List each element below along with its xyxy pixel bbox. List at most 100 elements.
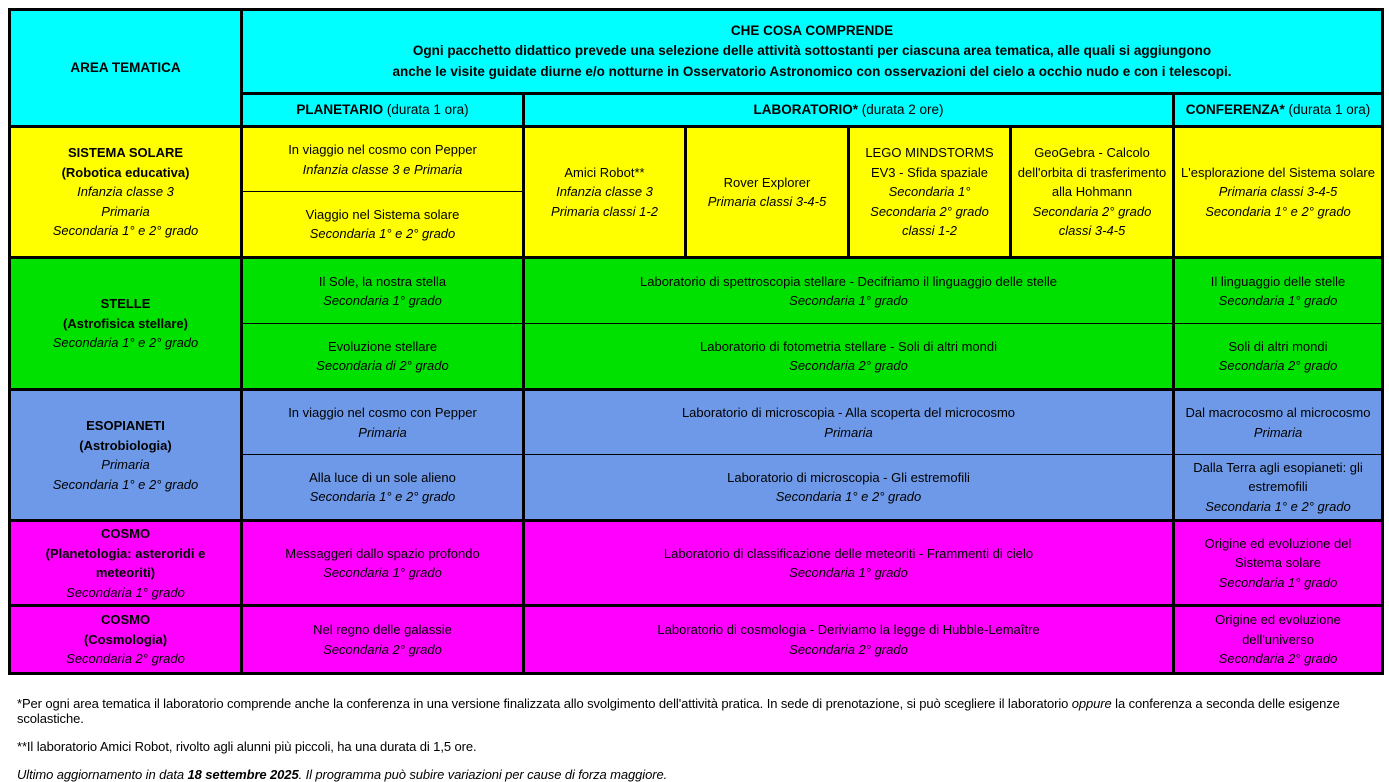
activity-level: Secondaria 2° grado [870,203,989,219]
activity-title: Dal macrocosmo al microcosmo [1185,405,1371,420]
activity-level: Infanzia classe 3 [556,184,653,200]
footnote-1-oppure: oppure [1071,696,1112,711]
area-level: Secondaria 2° grado [66,651,185,667]
activity-level: Secondaria 1° grado [789,293,908,308]
conferenza-activity-origine-sistema-solare: Origine ed evoluzione del Sistema solare… [1172,520,1384,607]
activity-level: Secondaria 2° grado [1218,358,1338,373]
planetario-activity-viaggio-sistema-solare: Viaggio nel Sistema solare Secondaria 1°… [241,191,525,259]
footnote-1-end: la conferenza a seconda delle esigenze s… [17,696,1340,726]
activities-table: AREA TEMATICA CHE COSA COMPRENDE Ogni pa… [8,8,1385,675]
row-esopianeti-b: Alla luce di un sole alieno Secondaria 1… [10,454,1384,522]
laboratorio-activity-microscopia-microcosmo: Laboratorio di microscopia - Alla scoper… [523,389,1175,455]
activity-level: Secondaria 1° grado [323,565,442,580]
header-row-1: AREA TEMATICA CHE COSA COMPRENDE Ogni pa… [9,9,1384,128]
footnote-3-text: Ultimo aggiornamento in data [17,767,188,782]
laboratorio-activity-spettroscopia: Laboratorio di spettroscopia stellare - … [523,257,1175,324]
area-title: ESOPIANETI [86,418,165,433]
activity-title: Nel regno delle galassie [313,622,452,637]
area-cell-cosmo-cosmologia: COSMO (Cosmologia) Secondaria 2° grado [9,605,243,674]
laboratorio-activity-classificazione-meteoriti: Laboratorio di classificazione delle met… [523,520,1175,607]
laboratorio-activity-microscopia-estremofili: Laboratorio di microscopia - Gli estremo… [523,454,1175,522]
laboratorio-duration: (durata 2 ore) [857,101,944,117]
header-row-2: PLANETARIO (durata 1 ora) LABORATORIO* (… [10,93,1384,128]
area-level: Secondaria 1° grado [66,584,185,600]
footnote-1-text: *Per ogni area tematica il laboratorio c… [17,696,1072,711]
conferenza-activity-origine-universo: Origine ed evoluzione dell'universo Seco… [1172,605,1384,674]
area-level: Secondaria 1° e 2° grado [52,223,199,239]
area-subtitle: (Cosmologia) [83,631,168,647]
area-level: Secondaria 1° e 2° grado [52,335,199,351]
activity-level: Secondaria 2° grado [323,641,442,657]
conferenza-duration: (durata 1 ora) [1284,101,1371,117]
area-level: Secondaria 1° e 2° grado [52,476,199,492]
activity-title: Soli di altri mondi [1228,338,1328,354]
activity-title: Laboratorio di classificazione delle met… [663,545,1034,561]
activity-level: Primaria [824,424,873,440]
activity-level: Primaria [1253,424,1303,440]
activity-title: LEGO MINDSTORMS EV3 - Sfida spaziale [865,145,994,180]
activity-level: Secondaria 1° grado [789,565,908,580]
laboratorio-activity-fotometria: Laboratorio di fotometria stellare - Sol… [523,323,1175,391]
activity-title: In viaggio nel cosmo con Pepper [288,405,477,420]
conferenza-activity-macrocosmo-microcosmo: Dal macrocosmo al microcosmo Primaria [1172,389,1384,455]
activity-level: Primaria classi 3-4-5 [1218,184,1338,200]
row-sistema-solare-b: Viaggio nel Sistema solare Secondaria 1°… [10,191,1383,259]
che-cosa-title: CHE COSA COMPRENDE [730,23,894,39]
footnote-aggiornamento: Ultimo aggiornamento in data 18 settembr… [17,767,1373,782]
laboratorio-activity-lego-mindstorms: LEGO MINDSTORMS EV3 - Sfida spaziale Sec… [848,126,1012,259]
area-level: Primaria [101,457,150,472]
activity-title: Messaggeri dallo spazio profondo [285,545,480,561]
planetario-activity-sole-nostra-stella: Il Sole, la nostra stella Secondaria 1° … [241,257,525,324]
planetario-activity-regno-galassie: Nel regno delle galassie Secondaria 2° g… [241,605,525,674]
activity-level: Secondaria 1° e 2° grado [1205,498,1351,514]
planetario-activity-pepper-primaria: In viaggio nel cosmo con Pepper Primaria [241,389,525,455]
activity-title: Il Sole, la nostra stella [318,273,447,289]
row-sistema-solare-a: SISTEMA SOLARE (Robotica educativa) Infa… [9,126,1384,259]
planetario-activity-pepper-infanzia: In viaggio nel cosmo con Pepper Infanzia… [241,126,525,192]
area-subtitle: (Robotica educativa) [61,164,190,180]
laboratorio-activity-amici-robot: Amici Robot** Infanzia classe 3 Primaria… [523,126,687,259]
area-tematica-label: AREA TEMATICA [70,59,181,75]
conferenza-label: CONFERENZA* [1185,101,1285,117]
area-title: COSMO [100,612,151,628]
activity-level: Primaria [358,424,407,440]
area-cell-esopianeti: ESOPIANETI (Astrobiologia) Primaria Seco… [9,389,243,522]
area-cell-sistema-solare: SISTEMA SOLARE (Robotica educativa) Infa… [9,126,243,259]
che-cosa-comprende-header: CHE COSA COMPRENDE Ogni pacchetto didatt… [240,9,1384,95]
activity-level: Primaria classi 1-2 [551,203,658,219]
laboratorio-column-header: LABORATORIO* (durata 2 ore) [523,93,1175,128]
activity-title: Origine ed evoluzione dell'universo [1215,612,1341,647]
area-level: Infanzia classe 3 [77,184,174,200]
activity-level: Secondaria 2° grado [1032,203,1152,219]
area-subtitle: (Astrofisica stellare) [63,315,188,331]
activity-title: Laboratorio di cosmologia - Deriviamo la… [657,622,1040,637]
row-stelle-a: STELLE (Astrofisica stellare) Secondaria… [9,257,1384,391]
area-cell-cosmo-planetologia: COSMO (Planetologia: asteroridi e meteor… [9,520,243,607]
activity-title: GeoGebra - Calcolo dell'orbita di trasfe… [1017,145,1167,200]
conferenza-activity-linguaggio-stelle: Il linguaggio delle stelle Secondaria 1°… [1172,257,1384,324]
row-cosmo-planetologia: COSMO (Planetologia: asteroridi e meteor… [9,520,1384,607]
activity-title: Laboratorio di microscopia - Gli estremo… [727,469,970,485]
activity-level: Secondaria 1° grado [323,293,442,308]
area-cell-stelle: STELLE (Astrofisica stellare) Secondaria… [9,257,243,391]
activity-level: classi 3-4-5 [1058,223,1126,239]
activity-level: Secondaria 1° e 2° grado [309,489,456,504]
activity-level: Secondaria 1° [888,184,971,200]
laboratorio-activity-cosmologia-hubble: Laboratorio di cosmologia - Deriviamo la… [523,605,1175,674]
conferenza-activity-terra-esopianeti: Dalla Terra agli esopianeti: gli estremo… [1172,454,1384,522]
footnote-3-date: 18 settembre 2025 [187,767,299,782]
activity-level: Secondaria 1° e 2° grado [775,489,922,504]
row-esopianeti-a: ESOPIANETI (Astrobiologia) Primaria Seco… [9,389,1384,522]
conferenza-activity-esplorazione: L'esplorazione del Sistema solare Primar… [1172,126,1384,259]
planetario-column-header: PLANETARIO (durata 1 ora) [241,93,525,128]
footnotes: *Per ogni area tematica il laboratorio c… [8,675,1381,782]
che-cosa-line1: Ogni pacchetto didattico prevede una sel… [412,43,1212,59]
activity-level: Secondaria 1° e 2° grado [1205,203,1351,219]
planetario-activity-sole-alieno: Alla luce di un sole alieno Secondaria 1… [241,454,525,522]
area-title: SISTEMA SOLARE [67,145,184,161]
activity-title: Origine ed evoluzione del Sistema solare [1204,535,1352,571]
activity-title: Viaggio nel Sistema solare [305,206,460,222]
activity-level: Primaria classi 3-4-5 [707,194,827,209]
activity-level: Secondaria 1° grado [1218,574,1338,590]
